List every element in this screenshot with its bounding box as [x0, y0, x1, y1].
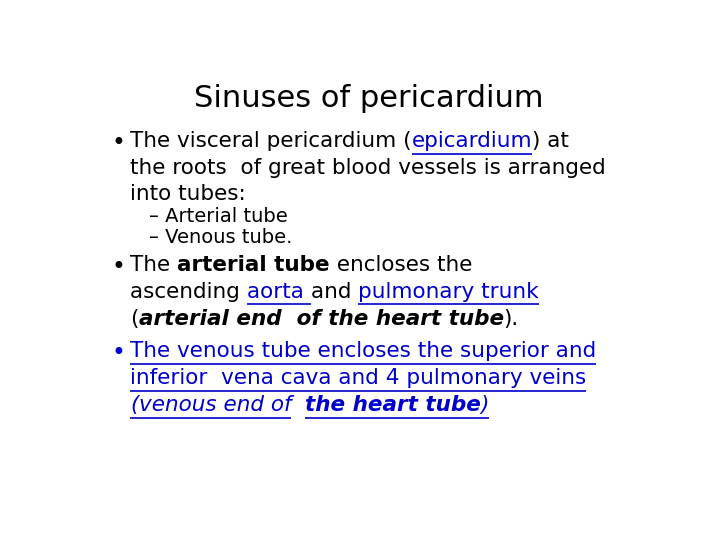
Text: arterial tube: arterial tube [177, 255, 330, 275]
Text: into tubes:: into tubes: [130, 184, 246, 204]
Text: aorta: aorta [247, 282, 310, 302]
Text: – Arterial tube: – Arterial tube [148, 207, 287, 226]
Text: ascending: ascending [130, 282, 247, 302]
Text: (: ( [130, 395, 138, 415]
Text: the roots  of great blood vessels is arranged: the roots of great blood vessels is arra… [130, 158, 606, 178]
Text: arterial end  of the heart tube: arterial end of the heart tube [138, 309, 504, 329]
Text: •: • [111, 255, 125, 279]
Text: epicardium: epicardium [412, 131, 532, 151]
Text: the heart tube: the heart tube [305, 395, 481, 415]
Text: Sinuses of pericardium: Sinuses of pericardium [194, 84, 544, 112]
Text: venous end of: venous end of [138, 395, 291, 415]
Text: encloses the: encloses the [330, 255, 472, 275]
Text: pulmonary trunk: pulmonary trunk [358, 282, 539, 302]
Text: The venous tube encloses the superior and: The venous tube encloses the superior an… [130, 341, 596, 361]
Text: The visceral pericardium (: The visceral pericardium ( [130, 131, 412, 151]
Text: (: ( [130, 309, 138, 329]
Text: ): ) [481, 395, 489, 415]
Text: – Venous tube.: – Venous tube. [148, 228, 292, 247]
Text: inferior  vena cava and 4 pulmonary veins: inferior vena cava and 4 pulmonary veins [130, 368, 586, 388]
Text: ).: ). [504, 309, 519, 329]
Text: •: • [111, 131, 125, 156]
Text: ) at: ) at [532, 131, 570, 151]
Text: and: and [310, 282, 358, 302]
Text: •: • [111, 341, 125, 365]
Text: The: The [130, 255, 177, 275]
